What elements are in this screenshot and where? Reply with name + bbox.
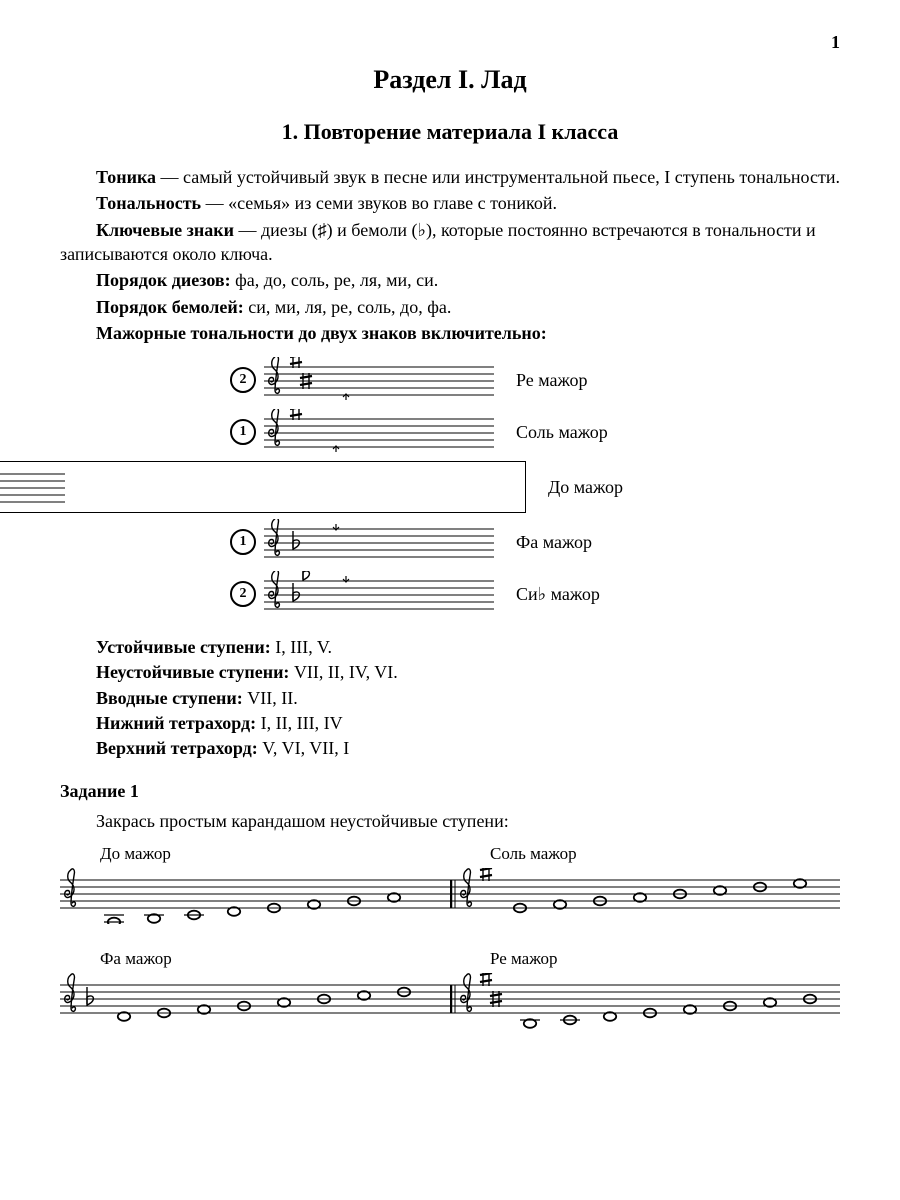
term-flats: Порядок бемолей: bbox=[96, 297, 244, 317]
heading-sub: 1. Повторение материала I класса bbox=[60, 117, 840, 147]
exercise-cell: Соль мажор bbox=[450, 843, 840, 930]
text-stable: I, III, V. bbox=[271, 637, 332, 657]
exercise-key-label: Ре мажор bbox=[490, 948, 840, 971]
staff-row: 1 Фа мажор bbox=[230, 519, 840, 565]
exercise-cell: Фа мажор bbox=[60, 948, 450, 1035]
term-unstable: Неустойчивые ступени: bbox=[96, 662, 289, 682]
text-tonika: — самый устойчивый звук в песне или инст… bbox=[156, 167, 840, 187]
term-kluch: Ключевые знаки bbox=[96, 220, 234, 240]
staff-row: 1 Соль мажор bbox=[230, 409, 840, 455]
heading-section: Раздел I. Лад bbox=[60, 62, 840, 97]
exercise-staff bbox=[60, 868, 450, 924]
term-major-head: Мажорные тональности до двух знаков вклю… bbox=[96, 323, 547, 343]
staff-notation bbox=[264, 357, 494, 403]
term-tonalnost: Тональность bbox=[96, 193, 201, 213]
staff-key-label: Соль мажор bbox=[516, 420, 608, 444]
accidental-count-badge: 1 bbox=[230, 529, 256, 555]
exercise-title: Задание 1 bbox=[60, 779, 840, 803]
para-major-head: Мажорные тональности до двух знаков вклю… bbox=[60, 321, 840, 345]
text-sharps: фа, до, соль, ре, ля, ми, си. bbox=[231, 270, 439, 290]
highlighted-staff-box bbox=[0, 461, 526, 513]
text-unstable: VII, II, IV, VI. bbox=[289, 662, 397, 682]
staff-notation bbox=[264, 519, 494, 565]
accidental-count-badge: 2 bbox=[230, 581, 256, 607]
exercise-container: До мажор Соль мажор Фа мажор Ре мажор bbox=[60, 843, 840, 1035]
exercise-staff bbox=[450, 868, 840, 924]
staff-notation bbox=[0, 464, 65, 510]
term-leading: Вводные ступени: bbox=[96, 688, 243, 708]
exercise-instruction: Закрась простым карандашом неустойчивые … bbox=[60, 809, 840, 833]
term-stable: Устойчивые ступени: bbox=[96, 637, 271, 657]
accidental-count-badge: 1 bbox=[230, 419, 256, 445]
staves-container: 2 Ре мажор 1 Соль мажор До мажор 1 Фа мажор 2 Си… bbox=[60, 357, 840, 617]
exercise-row: До мажор Соль мажор bbox=[60, 843, 840, 930]
exercise-staff bbox=[60, 973, 450, 1029]
text-upper-tetra: V, VI, VII, I bbox=[258, 738, 350, 758]
term-upper-tetra: Верхний тетрахорд: bbox=[96, 738, 258, 758]
para-flats: Порядок бемолей: си, ми, ля, ре, соль, д… bbox=[60, 295, 840, 319]
para-kluch: Ключевые знаки — диезы (♯) и бемоли (♭),… bbox=[60, 218, 840, 267]
exercise-key-label: Фа мажор bbox=[100, 948, 450, 971]
staff-notation bbox=[264, 409, 494, 455]
term-lower-tetra: Нижний тетрахорд: bbox=[96, 713, 256, 733]
exercise-row: Фа мажор Ре мажор bbox=[60, 948, 840, 1035]
page-number: 1 bbox=[60, 30, 840, 54]
staff-row: До мажор bbox=[230, 461, 840, 513]
exercise-key-label: Соль мажор bbox=[490, 843, 840, 866]
staff-row: 2 Ре мажор bbox=[230, 357, 840, 403]
definitions-block: Устойчивые ступени: I, III, V. Неустойчи… bbox=[96, 635, 840, 760]
staff-notation bbox=[264, 571, 494, 617]
text-flats: си, ми, ля, ре, соль, до, фа. bbox=[244, 297, 452, 317]
para-tonalnost: Тональность — «семья» из семи звуков во … bbox=[60, 191, 840, 215]
exercise-staff bbox=[450, 973, 840, 1029]
text-leading: VII, II. bbox=[243, 688, 298, 708]
para-tonika: Тоника — самый устойчивый звук в песне и… bbox=[60, 165, 840, 189]
text-tonalnost: — «семья» из семи звуков во главе с тони… bbox=[201, 193, 557, 213]
staff-key-label: Си♭ мажор bbox=[516, 582, 600, 606]
exercise-cell: Ре мажор bbox=[450, 948, 840, 1035]
accidental-count-badge: 2 bbox=[230, 367, 256, 393]
para-sharps: Порядок диезов: фа, до, соль, ре, ля, ми… bbox=[60, 268, 840, 292]
term-tonika: Тоника bbox=[96, 167, 156, 187]
staff-key-label: Ре мажор bbox=[516, 368, 588, 392]
exercise-cell: До мажор bbox=[60, 843, 450, 930]
staff-row: 2 Си♭ мажор bbox=[230, 571, 840, 617]
exercise-key-label: До мажор bbox=[100, 843, 450, 866]
staff-key-label: Фа мажор bbox=[516, 530, 592, 554]
text-lower-tetra: I, II, III, IV bbox=[256, 713, 342, 733]
term-sharps: Порядок диезов: bbox=[96, 270, 231, 290]
staff-key-label: До мажор bbox=[548, 475, 623, 499]
